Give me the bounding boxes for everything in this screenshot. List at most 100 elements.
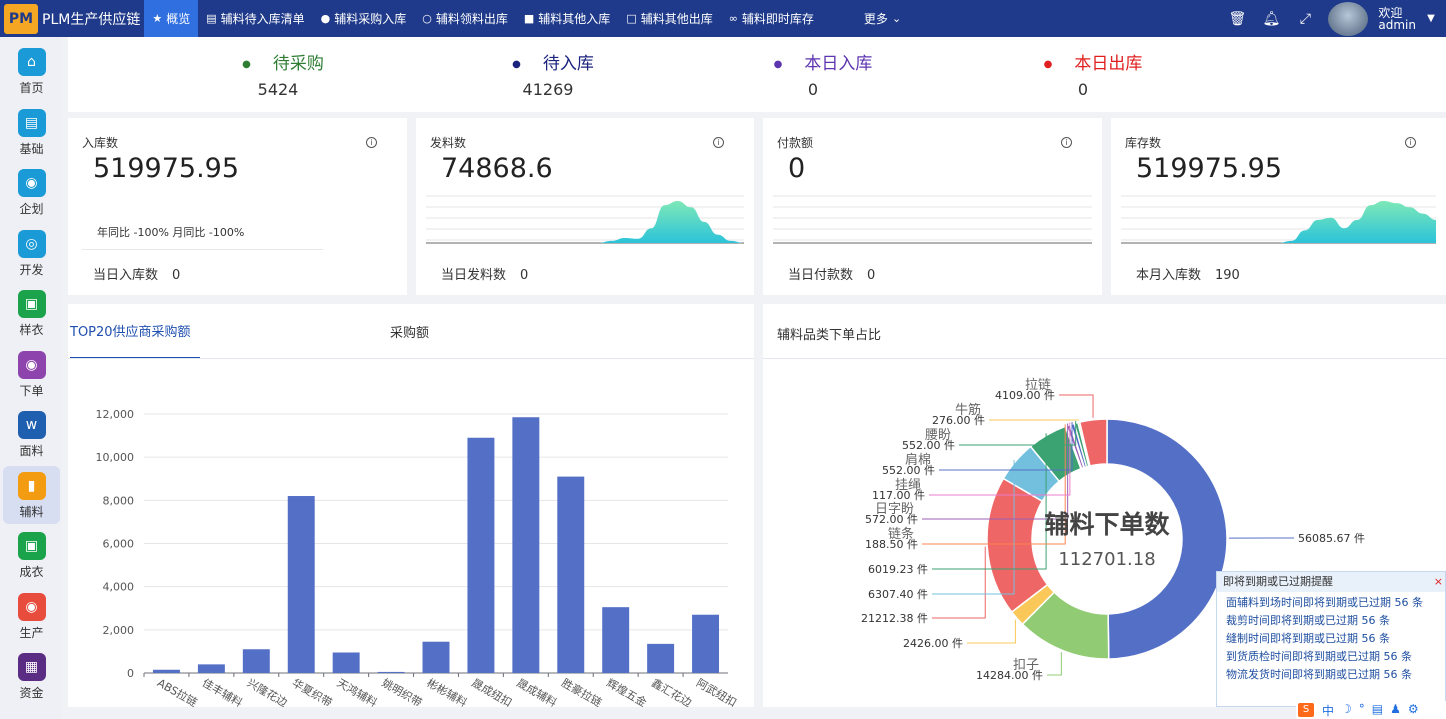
tray-icon[interactable]: ▤ — [1371, 701, 1384, 716]
pie-center-value: 112701.18 — [1058, 549, 1155, 570]
sidebar-item-label: 下单 — [19, 383, 44, 398]
sidebar-item-7[interactable]: ▮ 辅料 — [3, 465, 60, 524]
kpi-footer-label: 当日付款数 — [788, 268, 854, 283]
bullet-icon: ● — [242, 58, 251, 70]
nav-tab-2[interactable]: ● 辅料采购入库 — [313, 0, 415, 37]
tray-icon[interactable]: ⚙ — [1407, 701, 1419, 716]
fullscreen-icon[interactable]: ⤢ — [1299, 10, 1311, 27]
tray-icon[interactable]: ☽ — [1341, 701, 1352, 716]
kpi-footer-label: 当日发料数 — [441, 268, 507, 283]
y-tick-label: 8,000 — [103, 494, 135, 507]
sidebar-item-9[interactable]: ◉ 生产 — [3, 587, 60, 645]
y-tick-label: 2,000 — [103, 624, 135, 637]
nav-tab-5[interactable]: □ 辅料其他出库 — [618, 0, 720, 37]
sidebar-item-5[interactable]: ◉ 下单 — [3, 345, 60, 403]
user-menu[interactable]: 欢迎 admin — [1378, 7, 1416, 31]
nav-tab-3[interactable]: ○ 辅料领料出库 — [414, 0, 516, 37]
x-tick-label: 鑫汇花边 — [649, 675, 694, 707]
nav-tab-label: 辅料领料出库 — [435, 12, 508, 26]
bar — [197, 664, 225, 673]
avatar[interactable] — [1328, 1, 1369, 36]
tray-icon[interactable]: ♟ — [1390, 701, 1401, 716]
app-logo[interactable]: PM — [4, 3, 38, 34]
pie-slice-label: 117.00 件 — [872, 489, 925, 502]
pie-slice-name: 挂绳 — [895, 478, 921, 493]
sidebar-item-0[interactable]: ⌂ 首页 — [3, 42, 60, 100]
alert-item[interactable]: 裁剪时间即将到期或已过期 56 条 — [1226, 614, 1390, 627]
alert-item[interactable]: 物流发货时间即将到期或已过期 56 条 — [1226, 668, 1412, 681]
nav-tab-6[interactable]: ∞ 辅料即时库存 — [721, 0, 822, 37]
stat-label-text: 本日入库 — [804, 54, 873, 74]
nav-tab-4[interactable]: ■ 辅料其他入库 — [516, 0, 618, 37]
close-icon[interactable]: × — [1433, 575, 1443, 588]
bullet-icon: ● — [512, 58, 521, 70]
dot-icon: ● — [320, 12, 331, 25]
bar — [512, 417, 540, 673]
pie-slice-label: 276.00 件 — [932, 414, 985, 427]
kpi-name: 发料数 — [430, 136, 467, 150]
kpi-footer-label: 当日入库数 — [93, 268, 159, 283]
kpi-footer: 当日入库数 0 — [93, 264, 180, 283]
pie-title: 辅料品类下单占比 — [777, 327, 882, 343]
x-tick-label: 晟成辅料 — [514, 675, 559, 707]
username: admin — [1378, 17, 1416, 32]
stat-3: ● 本日出库 0 — [1013, 49, 1173, 99]
kpi-value: 74868.6 — [441, 153, 553, 184]
trash-icon[interactable]: 🗑︎ — [1228, 10, 1247, 27]
kpi-card-1: 发料数 i 74868.6 当日发料数 0 — [416, 118, 754, 295]
stat-label-text: 待入库 — [542, 54, 594, 74]
bar — [242, 649, 270, 673]
sidebar-item-label: 首页 — [19, 81, 44, 95]
stat-label: ● 待入库 — [473, 49, 633, 74]
nav-tab-label: 辅料待入库清单 — [220, 12, 305, 26]
kpi-footer-value: 0 — [172, 268, 181, 283]
stat-label: ● 本日入库 — [743, 49, 903, 74]
y-tick-label: 10,000 — [96, 451, 135, 464]
alert-item[interactable]: 缝制时间即将到期或已过期 56 条 — [1226, 632, 1390, 645]
sidebar-item-6[interactable]: w 面料 — [3, 405, 60, 463]
x-tick-label: 兴隆花边 — [245, 675, 290, 707]
kpi-footer: 当日付款数 0 — [788, 264, 875, 283]
kpi-value: 519975.95 — [1136, 153, 1283, 184]
pie-slice-label: 188.50 件 — [865, 538, 918, 551]
pie-slice-label: 552.00 件 — [882, 464, 935, 477]
sidebar-item-label: 样衣 — [19, 323, 44, 337]
nav-tab-0[interactable]: ★ 概览 — [144, 0, 199, 37]
sparkline-area — [426, 201, 744, 243]
sidebar-item-3[interactable]: ◎ 开发 — [3, 224, 60, 282]
tab-top20-suppliers[interactable]: TOP20供应商采购额 — [70, 304, 200, 359]
pie-slice-label: 6307.40 件 — [868, 588, 928, 601]
nav-tab-1[interactable]: ▤ 辅料待入库清单 — [198, 0, 312, 37]
sidebar-item-4[interactable]: ▣ 样衣 — [3, 284, 60, 342]
sidebar-item-1[interactable]: ▤ 基础 — [3, 103, 60, 161]
info-icon[interactable]: i — [366, 137, 377, 148]
pie-leader-line — [922, 423, 1069, 520]
nav-tab-7[interactable]: 更多 ⌄ — [856, 0, 913, 37]
bell-icon[interactable]: 🔔︎ — [1262, 10, 1281, 27]
sidebar-item-10[interactable]: ▦ 资金 — [3, 647, 60, 705]
tab-purchase-amount[interactable]: 采购额 — [390, 325, 430, 341]
pie-leader-line — [1059, 394, 1094, 418]
sidebar-item-2[interactable]: ◉ 企划 — [3, 163, 60, 221]
info-icon[interactable]: i — [1405, 137, 1416, 148]
nav-tabs: ★ 概览 ▤ 辅料待入库清单 ● 辅料采购入库 ○ 辅料领料出库 ■ 辅料其他入库 □ 辅料其他出库 ∞… — [144, 0, 913, 37]
sidebar-item-8[interactable]: ▣ 成衣 — [3, 526, 60, 584]
pie-center-title: 辅料下单数 — [1044, 510, 1170, 539]
star-icon: ★ — [152, 12, 163, 25]
ime-logo-icon[interactable]: S — [1298, 703, 1314, 717]
kpi-name: 库存数 — [1125, 136, 1162, 150]
sidebar-item-label: 开发 — [19, 262, 44, 277]
stat-0: ● 待采购 5424 — [203, 49, 363, 99]
shirt-icon: ▣ — [17, 290, 46, 318]
info-icon[interactable]: i — [713, 137, 724, 148]
top-right-toolbar: 🗑︎ 🔔︎ ⤢ 欢迎 admin ▼ — [1220, 0, 1446, 37]
caret-down-icon[interactable]: ▼ — [1427, 13, 1435, 24]
alert-item[interactable]: 面辅料到场时间即将到期或已过期 56 条 — [1226, 596, 1423, 609]
info-icon[interactable]: i — [1061, 137, 1072, 148]
stat-value: 41269 — [522, 80, 574, 99]
tray-icon[interactable]: 中 — [1322, 703, 1335, 718]
fabric-icon: w — [17, 411, 46, 439]
tray-icon[interactable]: ° — [1358, 701, 1365, 716]
alert-item[interactable]: 到货质检时间即将到期或已过期 56 条 — [1226, 650, 1412, 663]
